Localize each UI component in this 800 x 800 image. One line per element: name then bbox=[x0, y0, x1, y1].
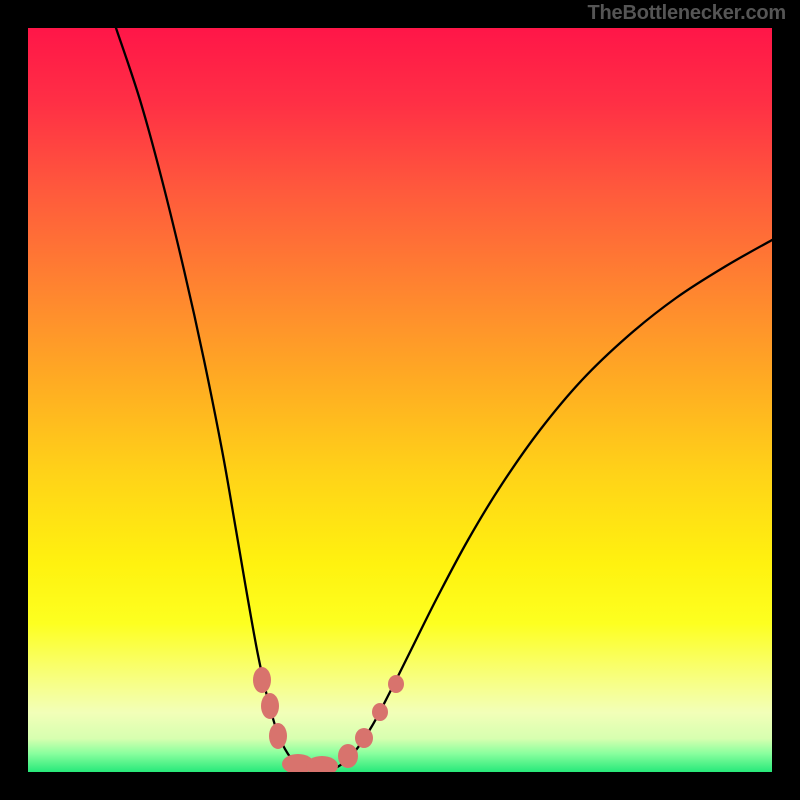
chart-container: TheBottlenecker.com bbox=[0, 0, 800, 800]
data-marker bbox=[355, 728, 373, 748]
data-marker bbox=[253, 667, 271, 693]
data-marker bbox=[388, 675, 404, 693]
chart-svg bbox=[0, 0, 800, 800]
data-marker bbox=[372, 703, 388, 721]
watermark-text: TheBottlenecker.com bbox=[588, 2, 787, 25]
data-marker bbox=[261, 693, 279, 719]
data-marker bbox=[306, 756, 338, 776]
data-marker bbox=[338, 744, 358, 768]
plot-background bbox=[28, 28, 772, 772]
data-marker bbox=[269, 723, 287, 749]
